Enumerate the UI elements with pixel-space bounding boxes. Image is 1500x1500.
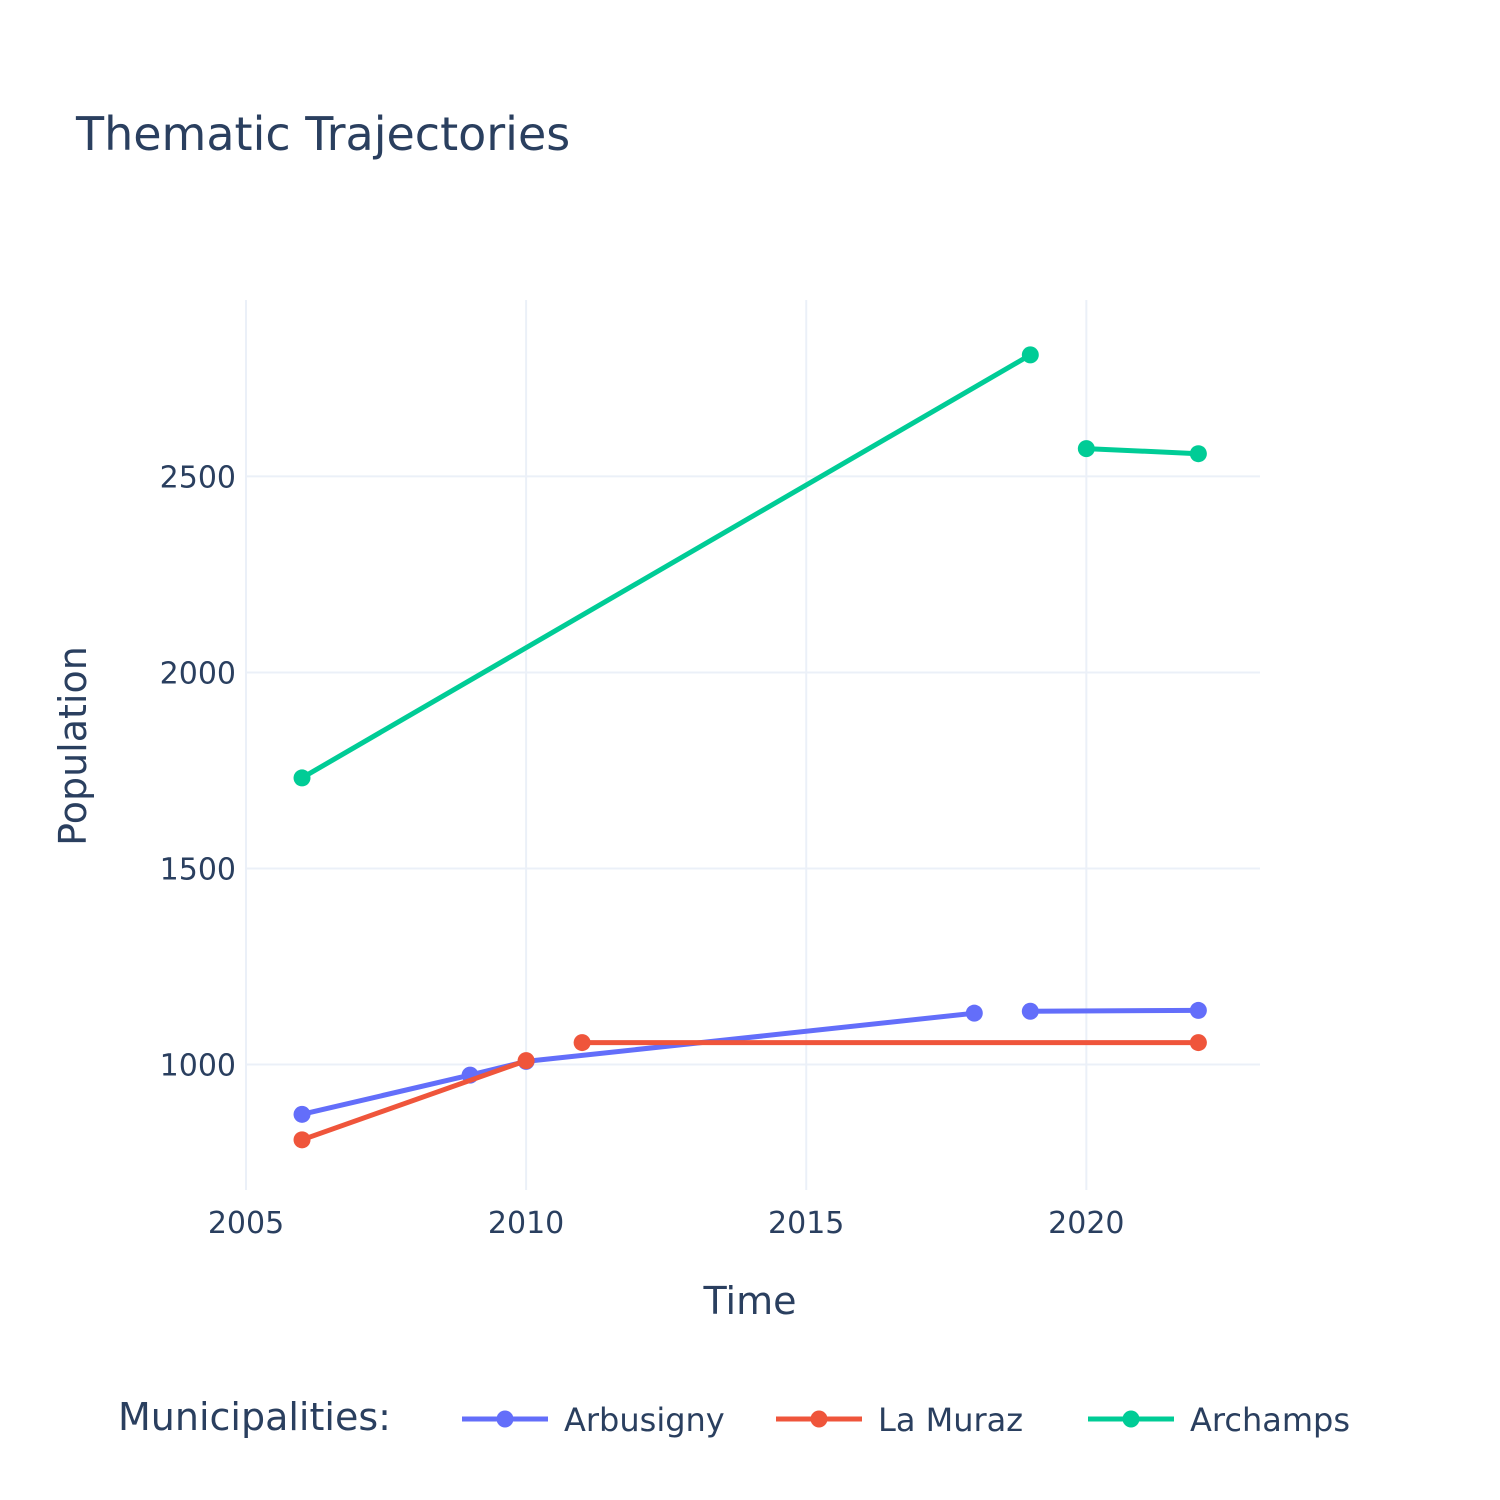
legend[interactable]: Municipalities: Arbusigny La Muraz Archamp… <box>118 1395 1350 1439</box>
series-line-arbusigny <box>1030 1007 1199 1014</box>
y-tick-label: 2000 <box>160 656 236 691</box>
data-point-arbusigny[interactable] <box>1189 1001 1207 1019</box>
data-point-la-muraz[interactable] <box>293 1131 311 1149</box>
legend-item-la-muraz[interactable]: La Muraz <box>776 1401 1023 1439</box>
series-la-muraz <box>293 1034 1207 1149</box>
x-tick-label: 2020 <box>1048 1206 1124 1241</box>
x-tick-label: 2005 <box>208 1206 284 1241</box>
legend-swatch-marker <box>810 1410 828 1428</box>
legend-label: La Muraz <box>878 1401 1023 1439</box>
x-tick-label: 2015 <box>768 1206 844 1241</box>
series-archamps <box>293 346 1207 787</box>
chart-title: Thematic Trajectories <box>75 107 570 161</box>
series-layer <box>293 346 1207 1149</box>
legend-swatch-marker <box>1122 1410 1140 1428</box>
y-tick-label: 2500 <box>160 460 236 495</box>
data-point-archamps[interactable] <box>1077 440 1095 458</box>
legend-item-archamps[interactable]: Archamps <box>1088 1401 1350 1439</box>
series-line-la-muraz <box>301 1058 527 1143</box>
data-point-la-muraz[interactable] <box>517 1052 535 1070</box>
data-point-arbusigny[interactable] <box>1021 1002 1039 1020</box>
y-tick-label: 1000 <box>160 1049 236 1084</box>
tick-labels: 2005 2010 2015 2020 1000 1500 2000 2500 <box>160 460 1125 1241</box>
y-axis-title: Population <box>51 646 95 846</box>
series-line-archamps <box>300 352 1032 781</box>
legend-label: Arbusigny <box>564 1401 725 1439</box>
series-line-archamps <box>1086 446 1199 457</box>
y-tick-label: 1500 <box>160 853 236 888</box>
data-point-la-muraz[interactable] <box>573 1034 591 1052</box>
data-point-archamps[interactable] <box>1021 346 1039 364</box>
legend-title: Municipalities: <box>118 1395 391 1439</box>
gridlines <box>245 300 1260 1190</box>
data-point-arbusigny[interactable] <box>965 1004 983 1022</box>
data-point-archamps[interactable] <box>1189 445 1207 463</box>
legend-swatch-marker <box>496 1410 514 1428</box>
series-arbusigny <box>293 1001 1207 1123</box>
legend-label: Archamps <box>1190 1401 1350 1439</box>
data-point-archamps[interactable] <box>293 769 311 787</box>
x-axis-title: Time <box>703 1279 797 1323</box>
data-point-arbusigny[interactable] <box>293 1105 311 1123</box>
x-tick-label: 2010 <box>488 1206 564 1241</box>
data-point-la-muraz[interactable] <box>1189 1034 1207 1052</box>
legend-item-arbusigny[interactable]: Arbusigny <box>462 1401 725 1439</box>
